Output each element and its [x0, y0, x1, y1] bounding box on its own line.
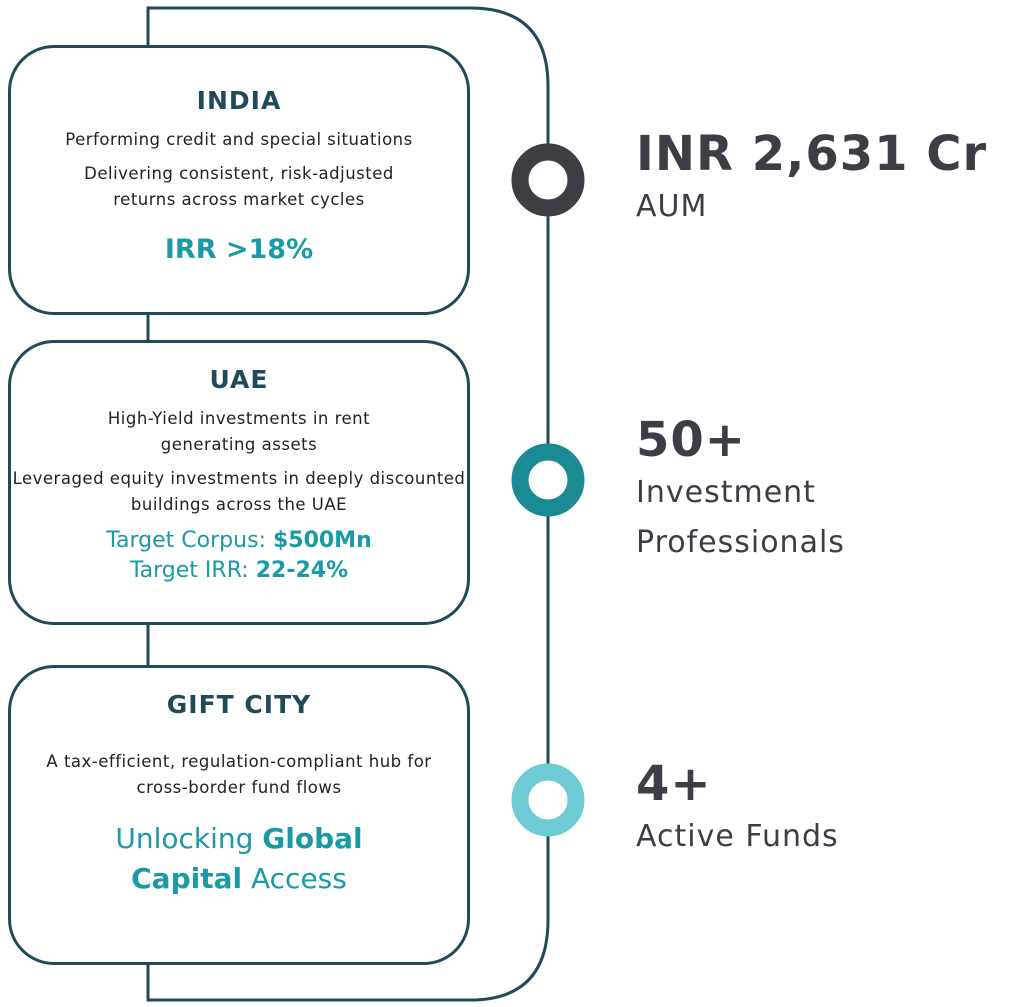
highlight-part: Global Capital: [131, 822, 363, 895]
highlight-part: Access: [242, 862, 347, 895]
card-title: GIFT CITY: [166, 690, 312, 719]
marker: [511, 763, 585, 837]
highlight-part: $500Mn: [272, 528, 372, 553]
card-text: Leveraged equity investments in deeply d…: [12, 469, 466, 514]
highlight-part: Target Corpus:: [106, 528, 273, 553]
stat-label: AUM: [636, 189, 708, 224]
stat-label: Active Funds: [636, 819, 839, 854]
stat-label: Investment Professionals: [636, 475, 845, 560]
highlight-part: 22-24%: [255, 558, 349, 583]
card-text: A tax-efficient, regulation-compliant hu…: [46, 752, 432, 797]
card-title: INDIA: [196, 86, 282, 115]
stat: 4+ Active Funds: [636, 756, 966, 862]
card-title: UAE: [209, 365, 269, 394]
card: UAE High-Yield investments in rent genera…: [8, 340, 470, 625]
highlight: Target IRR: 22-24%: [11, 556, 467, 586]
highlight-part: IRR >18%: [164, 234, 314, 265]
highlight: Unlocking Global Capital Access: [89, 819, 389, 899]
highlight-part: Target IRR:: [129, 558, 256, 583]
card-text: High-Yield investments in rent generatin…: [107, 409, 371, 454]
highlights: Unlocking Global Capital Access: [11, 819, 467, 899]
card: GIFT CITY A tax-efficient, regulation-com…: [8, 665, 470, 965]
card: INDIA Performing credit and special situa…: [8, 45, 470, 315]
card-text: Delivering consistent, risk-adjusted ret…: [84, 164, 394, 209]
stat: 50+ Investment Professionals: [636, 412, 966, 568]
highlight: IRR >18%: [11, 235, 467, 265]
stat-value: 4+: [636, 756, 712, 812]
marker: [511, 443, 585, 517]
stat: INR 2,631 Cr AUM: [636, 126, 987, 232]
stat-value: 50+: [636, 412, 747, 468]
marker: [511, 143, 585, 217]
card-text: Performing credit and special situations: [65, 130, 413, 149]
highlight: Target Corpus: $500Mn: [11, 526, 467, 556]
highlights: IRR >18%: [11, 235, 467, 265]
highlights: Target Corpus: $500Mn Target IRR: 22-24%: [11, 526, 467, 586]
stat-value: INR 2,631 Cr: [636, 126, 988, 182]
highlight-part: Unlocking: [115, 822, 263, 855]
